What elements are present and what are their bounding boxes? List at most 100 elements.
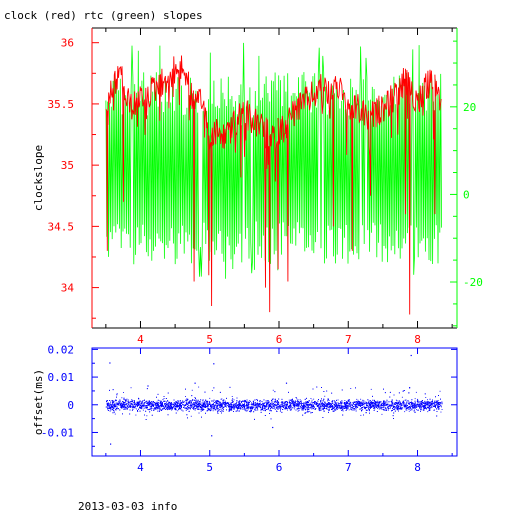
offset-point	[249, 407, 251, 409]
offset-point	[384, 392, 386, 394]
offset-point	[236, 410, 238, 412]
offset-point	[223, 399, 225, 401]
offset-point	[341, 400, 343, 402]
offset-point	[389, 406, 391, 408]
offset-point	[313, 408, 315, 410]
offset-point	[262, 403, 264, 405]
offset-point	[119, 399, 121, 401]
offset-point	[240, 408, 242, 410]
offset-point	[187, 406, 189, 408]
offset-point	[362, 408, 364, 410]
offset-point	[268, 402, 270, 404]
offset-point	[427, 411, 429, 413]
offset-point	[377, 400, 379, 402]
offset-point	[144, 405, 146, 407]
offset-point	[197, 399, 199, 401]
offset-point	[236, 397, 238, 399]
offset-point	[204, 406, 206, 408]
offset-point	[399, 401, 401, 403]
offset-point	[339, 406, 341, 408]
offset-point	[306, 408, 308, 410]
offset-point	[228, 403, 229, 404]
offset-point	[390, 405, 392, 407]
offset-point	[125, 407, 126, 409]
offset-point	[398, 410, 399, 412]
offset-point	[355, 387, 356, 389]
offset-point	[349, 402, 350, 404]
offset-point	[220, 405, 221, 406]
offset-point	[293, 403, 295, 405]
offset-point	[321, 407, 323, 409]
offset-point	[333, 410, 335, 412]
offset-point	[424, 404, 426, 406]
offset-point	[256, 402, 258, 404]
offset-point	[242, 405, 243, 406]
offset-point	[311, 399, 313, 401]
offset-point	[137, 401, 139, 403]
offset-point	[314, 402, 316, 404]
offset-point	[113, 404, 115, 406]
offset-point	[209, 406, 211, 407]
offset-point	[128, 406, 130, 408]
offset-point	[282, 401, 284, 403]
offset-point	[262, 405, 263, 407]
offset-point	[148, 409, 150, 411]
offset-point	[308, 402, 309, 403]
offset-point	[414, 403, 416, 405]
offset-point	[271, 401, 273, 403]
offset-point	[286, 403, 288, 405]
offset-point	[306, 397, 307, 399]
offset-point	[375, 403, 377, 405]
offset-point	[131, 407, 133, 409]
offset-point	[196, 405, 198, 407]
offset-point	[125, 401, 127, 403]
offset-point	[394, 410, 396, 412]
offset-point	[124, 408, 125, 410]
offset-point	[415, 407, 416, 409]
offset-point	[123, 406, 125, 408]
offset-point	[253, 406, 255, 408]
offset-point	[157, 404, 159, 406]
offset-point	[287, 409, 288, 411]
offset-point	[246, 403, 248, 405]
offset-point	[203, 401, 205, 403]
offset-point	[309, 403, 311, 405]
offset-point	[145, 401, 147, 403]
offset-point	[289, 402, 291, 403]
offset-point	[282, 405, 284, 407]
offset-point	[323, 408, 324, 410]
offset-point	[362, 407, 363, 408]
offset-point	[340, 404, 342, 406]
offset-point	[262, 406, 263, 408]
offset-point	[337, 407, 339, 408]
offset-point	[382, 402, 384, 404]
offset-point	[192, 406, 194, 407]
offset-point	[405, 405, 406, 407]
offset-point	[269, 403, 271, 405]
offset-point	[434, 402, 436, 404]
offset-point	[358, 401, 360, 402]
offset-point	[351, 409, 353, 411]
offset-point	[167, 392, 169, 394]
offset-point	[303, 408, 304, 410]
offset-point	[398, 392, 400, 394]
offset-point	[122, 413, 123, 415]
offset-point	[221, 412, 222, 414]
offset-point	[277, 407, 279, 409]
offset-point	[385, 410, 387, 411]
offset-point	[410, 402, 411, 403]
offset-point	[424, 393, 426, 395]
offset-point	[413, 407, 415, 409]
offset-point	[193, 404, 195, 406]
offset-point	[250, 408, 252, 409]
offset-point	[432, 399, 433, 401]
offset-point	[200, 406, 202, 408]
offset-point	[335, 401, 336, 403]
offset-point	[115, 406, 116, 407]
offset-point	[301, 409, 303, 411]
offset-point	[404, 407, 406, 409]
offset-point	[139, 406, 140, 408]
offset-point	[368, 410, 370, 412]
offset-point	[209, 409, 211, 411]
offset-point	[169, 402, 171, 403]
